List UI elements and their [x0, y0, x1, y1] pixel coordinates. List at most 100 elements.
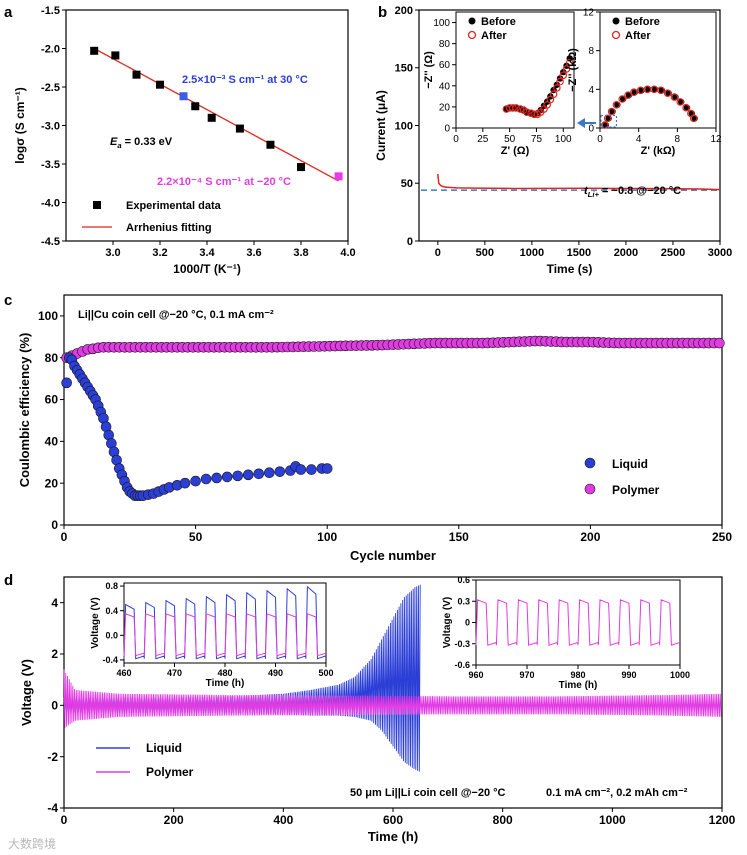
panel-a-x-tick-label: 4.0 — [340, 247, 355, 259]
panel-c-x-tick-label: 0 — [61, 530, 68, 544]
panel-b-inset-1-legend-label-before: Before — [481, 16, 516, 28]
panel-d-y-tick-label: 2 — [51, 647, 58, 661]
panel-letter-a: a — [4, 4, 13, 21]
panel-b-inset-2-background — [600, 12, 716, 128]
panel-b-inset-2-point-after — [612, 101, 621, 109]
panel-b-y-tick-label: 50 — [401, 178, 413, 190]
panel-d-inset-2-y-tick-label: 0 — [465, 618, 470, 628]
panel-a-legend-marker-experimental — [93, 201, 101, 209]
panel-b-inset-2-point-after — [663, 89, 672, 98]
panel-b-inset-2-x-tick-label: 8 — [675, 134, 681, 145]
panel-d-voltage-plot: 0 200 400 600 800 1000 1200 -4 -2 0 2 4 Time (h) Volt… — [19, 575, 736, 844]
panel-d-inset-1-x-tick-label: 460 — [116, 668, 131, 678]
panel-a-y-tick-label: -1.5 — [41, 5, 60, 17]
panel-a-data-point — [90, 46, 99, 55]
panel-b-inset-2-point-after — [682, 103, 690, 112]
panel-d-x-tick-label: 0 — [61, 813, 68, 827]
panel-b-inset-2-y-tick-label: 4 — [588, 85, 594, 96]
panel-a-x-tick-label: 3.2 — [152, 247, 167, 259]
panel-b-inset-1-point-after — [543, 101, 551, 109]
panel-a-annotation-30c: 2.5×10⁻³ S cm⁻¹ at 30 °C — [182, 74, 308, 86]
panel-d-y-tick-label: 0 — [51, 699, 58, 713]
panel-b-inset-2-legend-marker-before — [612, 17, 620, 25]
panel-letter-b: b — [378, 4, 387, 21]
panel-d-inset-2-x-tick-label: 970 — [519, 670, 534, 680]
panel-c-x-tick-label: 250 — [712, 530, 732, 544]
panel-b-inset-2-point-after — [603, 114, 612, 123]
panel-d-inset-2-x-axis-label: Time (h) — [559, 680, 598, 691]
panel-c-y-tick-label: 40 — [45, 435, 59, 449]
panel-b-inset-1-x-tick-label: 0 — [453, 134, 459, 145]
panel-b-inset-2-plot-frame — [599, 11, 717, 129]
panel-a-data-point — [266, 140, 275, 149]
panel-b-inset-2-point-after — [601, 121, 609, 129]
panel-a-data-point — [235, 124, 244, 133]
panel-b-inset-1-x-tick-label: 100 — [555, 134, 572, 145]
panel-b-inset-1-point-after — [565, 58, 574, 67]
panel-b-x-tick-label: 1500 — [567, 247, 591, 259]
panel-c-liquid-point — [263, 467, 275, 479]
panel-a-data-point — [132, 70, 141, 79]
panel-d-current-annotation: 0.1 mA cm⁻², 0.2 mAh cm⁻² — [546, 787, 688, 799]
panel-a-annotation-minus20c: 2.2×10⁻⁴ S cm⁻¹ at −20 °C — [157, 176, 291, 188]
panel-b-inset-2-legend-label-before: Before — [625, 16, 660, 28]
panel-b-inset-1-x-tick-label: 75 — [531, 134, 543, 145]
panel-b-inset-2-point-after — [676, 98, 685, 106]
panel-a-x-tick-label: 3.6 — [246, 247, 261, 259]
panel-a-legend-label-experimental: Experimental data — [126, 200, 222, 212]
panel-d-x-tick-label: 400 — [273, 813, 293, 827]
panel-a-data-point — [156, 80, 164, 89]
panel-b-inset-1-point-after — [559, 71, 568, 80]
panel-c-y-tick-label: 20 — [45, 476, 59, 490]
panel-d-y-tick-label: -4 — [47, 801, 58, 815]
panel-b-transference-annotation: tLi+ = ~0.8 @−20 °C — [584, 185, 681, 199]
panel-b-y-tick-label: 200 — [395, 5, 413, 17]
panel-a-data-point — [297, 163, 305, 172]
panel-a-data-point — [207, 113, 216, 122]
panel-c-x-tick-label: 100 — [317, 530, 337, 544]
panel-a-y-tick-label: -4.0 — [41, 197, 60, 209]
panel-a-fit-line — [93, 47, 339, 182]
panel-d-x-axis-label: Time (h) — [368, 829, 418, 844]
panel-d-polymer-trace — [63, 669, 722, 728]
panel-b-inset-1-point-after — [553, 84, 561, 92]
panel-b-inset-2-x-axis-label: Z' (kΩ) — [641, 145, 676, 157]
panel-d-cell-annotation: 50 μm Li||Li coin cell @−20 °C — [350, 787, 506, 799]
panel-b-inset-2-y-tick-label: 0 — [588, 124, 594, 135]
panel-a-x-axis-label: 1000/T (K⁻¹) — [173, 262, 241, 276]
panel-d-x-tick-label: 1000 — [599, 813, 626, 827]
panel-b-y-tick-label: 100 — [395, 120, 413, 132]
panel-b-inset-2-point-after — [657, 86, 665, 95]
panel-c-liquid-point — [321, 463, 333, 474]
panel-b-zoom-arrow-head — [577, 118, 585, 128]
panel-d-inset-1-polymer-trace — [123, 613, 327, 657]
panel-c-liquid-point — [211, 472, 222, 484]
panel-c-x-tick-label: 50 — [189, 530, 203, 544]
panel-b-inset-2-legend-marker-after — [611, 30, 621, 40]
panel-b-inset-2-point-after — [624, 91, 632, 99]
panel-c-cell-annotation: Li||Cu coin cell @−20 °C, 0.1 mA cm⁻² — [78, 309, 274, 321]
panel-c-coulombic-efficiency-plot: 0 50 100 150 200 250 0 20 40 60 80 100 Cycle number C… — [17, 294, 732, 563]
panel-b-x-tick-label: 2000 — [614, 247, 638, 259]
panel-b-inset-2-x-tick-label: 12 — [710, 134, 722, 145]
panel-d-inset-1-y-tick-label: 0.8 — [105, 581, 118, 591]
panel-d-x-tick-label: 200 — [164, 813, 184, 827]
panel-b-inset-1-point-after — [549, 90, 558, 99]
panel-d-inset-1-y-tick-label: -0.4 — [102, 655, 118, 665]
panel-a-y-tick-label: -3.5 — [41, 159, 60, 171]
panel-a-y-tick-label: -2.5 — [41, 82, 60, 94]
panel-a-y-axis-label: logσ (S cm⁻¹) — [13, 87, 27, 164]
panel-c-legend-marker-liquid — [584, 457, 596, 469]
panel-b-inset-1-y-tick-label: 40 — [439, 81, 451, 92]
panel-b-current-plot: 0 500 1000 1500 2000 2500 3000050100150200Time… — [374, 5, 732, 276]
panel-a-y-tick-label: -4.5 — [41, 236, 60, 248]
panel-c-legend-label-liquid: Liquid — [612, 457, 648, 471]
panel-b-inset-1-y-tick-label: 60 — [439, 60, 451, 71]
panel-b-inset-1-legend-label-after: After — [481, 30, 507, 42]
panel-d-inset-2-y-tick-label: -0.3 — [454, 639, 470, 649]
panel-b-inset-2-x-tick-label: 4 — [636, 134, 642, 145]
panel-c-liquid-point — [200, 473, 212, 485]
panel-c-polymer-point — [714, 337, 725, 349]
panel-c-y-tick-label: 80 — [45, 351, 59, 365]
panel-c-plot-frame — [63, 294, 723, 526]
